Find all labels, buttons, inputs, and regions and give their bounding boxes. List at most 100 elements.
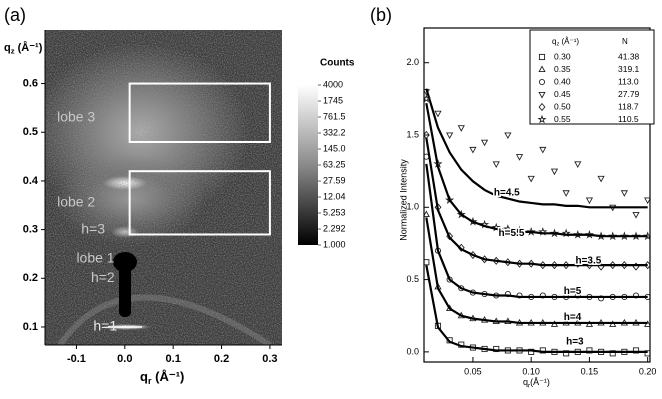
fit-line bbox=[425, 88, 648, 209]
marker bbox=[574, 292, 581, 299]
colorbar-tick-label: 4000 bbox=[323, 79, 343, 89]
legend-column: N bbox=[622, 37, 628, 46]
marker bbox=[597, 175, 605, 183]
label-unit: (Å⁻¹) bbox=[530, 377, 550, 387]
marker bbox=[585, 197, 594, 205]
beamstop bbox=[119, 262, 131, 317]
panel-label: (a) bbox=[4, 5, 26, 25]
x-tick-label: 0.20 bbox=[639, 366, 657, 376]
legend-label: 0.50 bbox=[554, 101, 571, 111]
axis-label: qz (Å⁻¹) bbox=[552, 37, 579, 48]
marker bbox=[457, 125, 465, 132]
annotation: h=4 bbox=[564, 312, 582, 323]
label-symbol: q bbox=[523, 377, 528, 387]
x-tick-label: -0.1 bbox=[67, 353, 86, 365]
legend-label: 0.45 bbox=[554, 89, 571, 99]
marker bbox=[632, 211, 640, 219]
colorbar-tick-label: 12.04 bbox=[323, 191, 346, 201]
marker bbox=[539, 146, 547, 154]
y-tick-label: 0.2 bbox=[23, 272, 38, 284]
annotation: h=1 bbox=[93, 318, 117, 334]
legend-marker bbox=[537, 114, 547, 124]
marker bbox=[562, 261, 570, 270]
marker bbox=[574, 161, 582, 168]
axis-label: qr (Å⁻¹) bbox=[140, 369, 184, 386]
legend-value: 41.38 bbox=[618, 51, 640, 61]
marker bbox=[424, 210, 430, 218]
label-subscript: r bbox=[528, 382, 530, 389]
legend-label: 0.55 bbox=[554, 114, 571, 124]
x-tick-label: 0.05 bbox=[464, 366, 482, 376]
colorbar-tick-label: 63.25 bbox=[323, 159, 346, 169]
axis-label: qr(Å⁻¹) bbox=[523, 377, 550, 389]
marker bbox=[469, 146, 477, 154]
colorbar-tick-label: 761.5 bbox=[323, 111, 346, 121]
annotation: h=3.5 bbox=[575, 255, 601, 266]
x-tick-label: 0.0 bbox=[117, 353, 132, 365]
marker bbox=[551, 261, 558, 270]
marker bbox=[504, 290, 511, 298]
colorbar-tick-label: 145.0 bbox=[323, 143, 346, 153]
label-unit: (Å⁻¹) bbox=[15, 41, 43, 54]
label-unit: (Å⁻¹) bbox=[152, 369, 185, 384]
legend-marker bbox=[538, 102, 546, 112]
marker bbox=[528, 348, 535, 355]
annotation: h=2 bbox=[91, 269, 115, 285]
marker bbox=[434, 110, 442, 118]
legend-value: 118.7 bbox=[618, 101, 639, 111]
marker bbox=[585, 261, 593, 270]
y-tick-label: 0.6 bbox=[23, 77, 38, 89]
x-tick-label: 0.1 bbox=[166, 353, 181, 365]
marker bbox=[516, 292, 523, 299]
marker bbox=[492, 161, 500, 168]
axis-label: qz (Å⁻¹) bbox=[4, 41, 43, 55]
x-tick-label: 0.15 bbox=[581, 366, 599, 376]
label-unit: (Å⁻¹) bbox=[559, 37, 579, 46]
legend-label: 0.35 bbox=[554, 64, 571, 74]
y-tick-label: 2.0 bbox=[406, 57, 419, 67]
panel-label: (b) bbox=[370, 5, 392, 25]
y-tick-label: 1.5 bbox=[406, 129, 419, 139]
colorbar-tick-label: 5.253 bbox=[323, 207, 346, 217]
x-tick-label: 0.3 bbox=[262, 353, 277, 365]
marker bbox=[424, 94, 431, 103]
region-box bbox=[128, 170, 271, 236]
y-tick-label: 0.0 bbox=[406, 346, 419, 356]
region-box bbox=[128, 82, 271, 143]
plot-area bbox=[424, 88, 650, 357]
annotation: lobe 3 bbox=[57, 108, 95, 124]
label-symbol: q bbox=[552, 37, 556, 46]
marker bbox=[493, 345, 500, 353]
marker bbox=[424, 259, 430, 266]
legend-value: 319.1 bbox=[618, 64, 640, 74]
y-tick-label: 0.4 bbox=[23, 175, 39, 187]
marker bbox=[620, 190, 628, 197]
marker bbox=[609, 350, 616, 357]
legend-marker bbox=[538, 65, 546, 73]
annotation: lobe 2 bbox=[57, 194, 95, 210]
y-tick-label: 0.1 bbox=[23, 321, 38, 333]
colorbar-title: Counts bbox=[320, 58, 355, 69]
colorbar-tick-label: 2.292 bbox=[323, 223, 346, 233]
legend-value: 110.5 bbox=[618, 114, 639, 124]
marker bbox=[527, 259, 535, 268]
legend-box bbox=[529, 29, 655, 125]
marker bbox=[632, 347, 640, 354]
y-tick-label: 0.5 bbox=[406, 274, 419, 284]
y-tick-label: 0.3 bbox=[23, 224, 38, 236]
annotation: h=4.5 bbox=[494, 187, 520, 198]
marker bbox=[644, 197, 650, 205]
legend-label: 0.30 bbox=[554, 51, 571, 61]
annotation: h=3 bbox=[81, 220, 105, 236]
marker bbox=[598, 295, 605, 302]
marker bbox=[609, 261, 617, 270]
legend-marker bbox=[538, 53, 546, 61]
marker bbox=[539, 347, 546, 354]
x-tick-label: 0.10 bbox=[522, 366, 540, 376]
legend-value: 27.79 bbox=[618, 89, 640, 99]
marker bbox=[550, 168, 559, 176]
label-subscript: r bbox=[148, 376, 152, 386]
image-noise bbox=[45, 30, 282, 345]
